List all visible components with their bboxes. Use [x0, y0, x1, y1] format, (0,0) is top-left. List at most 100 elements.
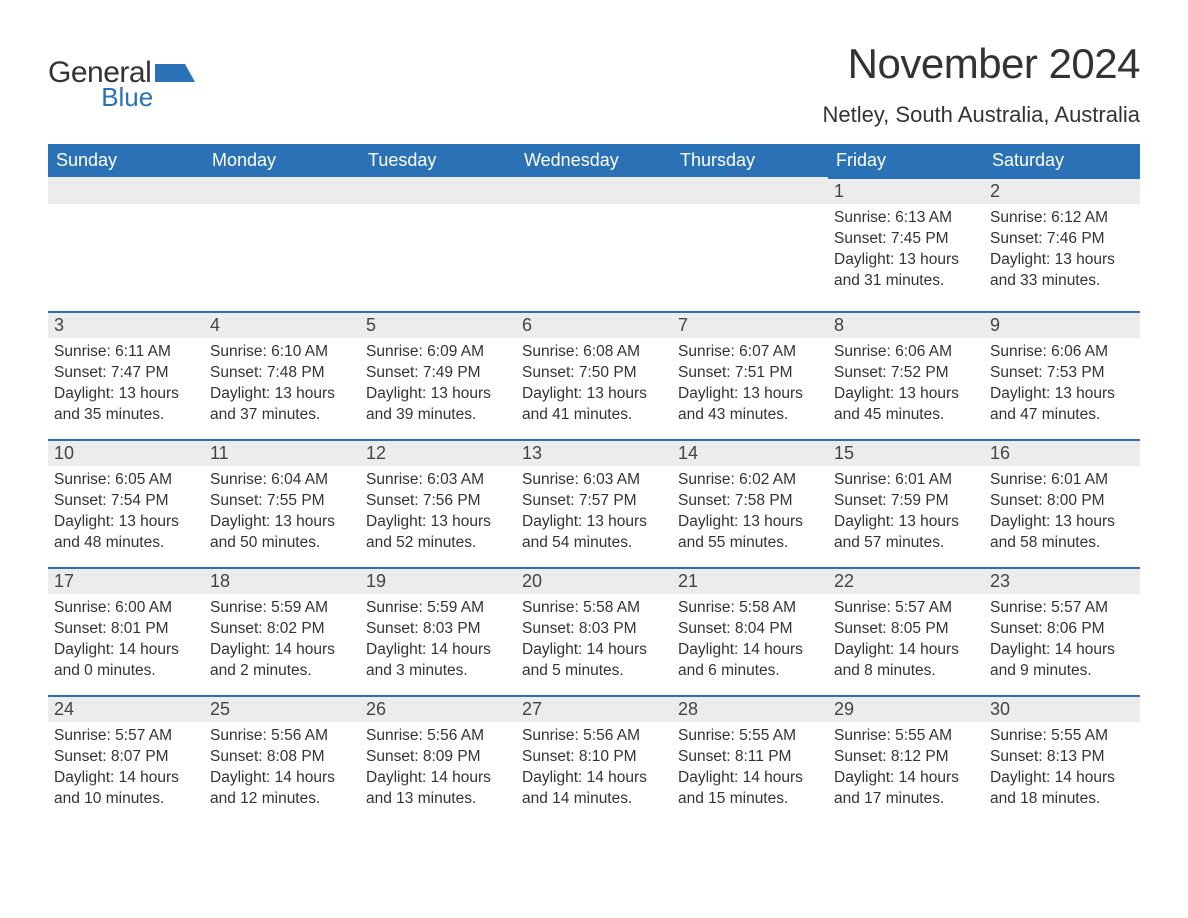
- calendar-cell: 12Sunrise: 6:03 AMSunset: 7:56 PMDayligh…: [360, 439, 516, 567]
- day-body: Sunrise: 6:13 AMSunset: 7:45 PMDaylight:…: [828, 204, 984, 296]
- sunset-line: Sunset: 7:58 PM: [678, 491, 822, 512]
- daylight-line: Daylight: 13 hours and 52 minutes.: [366, 512, 510, 554]
- daylight-line: Daylight: 13 hours and 33 minutes.: [990, 250, 1134, 292]
- sunset-line: Sunset: 8:00 PM: [990, 491, 1134, 512]
- day-number: 20: [516, 567, 672, 594]
- calendar-week: 10Sunrise: 6:05 AMSunset: 7:54 PMDayligh…: [48, 439, 1140, 567]
- day-body: Sunrise: 5:56 AMSunset: 8:08 PMDaylight:…: [204, 722, 360, 814]
- daylight-line: Daylight: 14 hours and 14 minutes.: [522, 768, 666, 810]
- day-number: 5: [360, 311, 516, 338]
- daylight-line: Daylight: 13 hours and 57 minutes.: [834, 512, 978, 554]
- sunrise-line: Sunrise: 6:10 AM: [210, 342, 354, 363]
- sunset-line: Sunset: 8:12 PM: [834, 747, 978, 768]
- day-number: 29: [828, 695, 984, 722]
- weekday-header: Thursday: [672, 144, 828, 177]
- day-body: Sunrise: 6:00 AMSunset: 8:01 PMDaylight:…: [48, 594, 204, 686]
- day-number: 18: [204, 567, 360, 594]
- day-number: [204, 177, 360, 204]
- day-body: Sunrise: 6:06 AMSunset: 7:53 PMDaylight:…: [984, 338, 1140, 430]
- day-body: Sunrise: 5:59 AMSunset: 8:03 PMDaylight:…: [360, 594, 516, 686]
- day-body: Sunrise: 6:02 AMSunset: 7:58 PMDaylight:…: [672, 466, 828, 558]
- day-number: 3: [48, 311, 204, 338]
- sunrise-line: Sunrise: 6:02 AM: [678, 470, 822, 491]
- sunset-line: Sunset: 8:07 PM: [54, 747, 198, 768]
- calendar-cell: 13Sunrise: 6:03 AMSunset: 7:57 PMDayligh…: [516, 439, 672, 567]
- day-number: 9: [984, 311, 1140, 338]
- day-body: Sunrise: 6:04 AMSunset: 7:55 PMDaylight:…: [204, 466, 360, 558]
- day-number: 4: [204, 311, 360, 338]
- sunrise-line: Sunrise: 5:56 AM: [366, 726, 510, 747]
- calendar-week: 3Sunrise: 6:11 AMSunset: 7:47 PMDaylight…: [48, 311, 1140, 439]
- sunset-line: Sunset: 7:49 PM: [366, 363, 510, 384]
- header: General Blue November 2024 Netley, South…: [48, 40, 1140, 138]
- day-number: 22: [828, 567, 984, 594]
- day-number: 30: [984, 695, 1140, 722]
- sunrise-line: Sunrise: 5:59 AM: [210, 598, 354, 619]
- sunrise-line: Sunrise: 6:11 AM: [54, 342, 198, 363]
- sunrise-line: Sunrise: 5:57 AM: [834, 598, 978, 619]
- calendar-cell: 1Sunrise: 6:13 AMSunset: 7:45 PMDaylight…: [828, 177, 984, 311]
- sunset-line: Sunset: 7:46 PM: [990, 229, 1134, 250]
- daylight-line: Daylight: 14 hours and 12 minutes.: [210, 768, 354, 810]
- location: Netley, South Australia, Australia: [822, 102, 1140, 128]
- daylight-line: Daylight: 13 hours and 37 minutes.: [210, 384, 354, 426]
- day-number: 13: [516, 439, 672, 466]
- sunrise-line: Sunrise: 6:08 AM: [522, 342, 666, 363]
- day-number: 1: [828, 177, 984, 204]
- sunset-line: Sunset: 8:10 PM: [522, 747, 666, 768]
- daylight-line: Daylight: 13 hours and 31 minutes.: [834, 250, 978, 292]
- day-number: 25: [204, 695, 360, 722]
- brand-blue: Blue: [101, 84, 153, 110]
- weekday-header: Tuesday: [360, 144, 516, 177]
- weekday-header: Sunday: [48, 144, 204, 177]
- calendar-head: SundayMondayTuesdayWednesdayThursdayFrid…: [48, 144, 1140, 177]
- calendar-cell: 23Sunrise: 5:57 AMSunset: 8:06 PMDayligh…: [984, 567, 1140, 695]
- sunrise-line: Sunrise: 5:59 AM: [366, 598, 510, 619]
- calendar-cell: 2Sunrise: 6:12 AMSunset: 7:46 PMDaylight…: [984, 177, 1140, 311]
- day-body: Sunrise: 5:56 AMSunset: 8:10 PMDaylight:…: [516, 722, 672, 814]
- calendar-cell: 30Sunrise: 5:55 AMSunset: 8:13 PMDayligh…: [984, 695, 1140, 823]
- sunset-line: Sunset: 8:03 PM: [366, 619, 510, 640]
- day-number: 23: [984, 567, 1140, 594]
- day-body: Sunrise: 6:03 AMSunset: 7:57 PMDaylight:…: [516, 466, 672, 558]
- day-number: 27: [516, 695, 672, 722]
- sunset-line: Sunset: 8:01 PM: [54, 619, 198, 640]
- day-body: Sunrise: 5:58 AMSunset: 8:03 PMDaylight:…: [516, 594, 672, 686]
- sunrise-line: Sunrise: 6:13 AM: [834, 208, 978, 229]
- daylight-line: Daylight: 13 hours and 50 minutes.: [210, 512, 354, 554]
- calendar-cell: 8Sunrise: 6:06 AMSunset: 7:52 PMDaylight…: [828, 311, 984, 439]
- daylight-line: Daylight: 13 hours and 41 minutes.: [522, 384, 666, 426]
- sunrise-line: Sunrise: 5:56 AM: [522, 726, 666, 747]
- calendar-cell: 16Sunrise: 6:01 AMSunset: 8:00 PMDayligh…: [984, 439, 1140, 567]
- day-body: Sunrise: 6:09 AMSunset: 7:49 PMDaylight:…: [360, 338, 516, 430]
- calendar-cell: 26Sunrise: 5:56 AMSunset: 8:09 PMDayligh…: [360, 695, 516, 823]
- daylight-line: Daylight: 14 hours and 17 minutes.: [834, 768, 978, 810]
- sunrise-line: Sunrise: 6:12 AM: [990, 208, 1134, 229]
- daylight-line: Daylight: 14 hours and 10 minutes.: [54, 768, 198, 810]
- sunrise-line: Sunrise: 6:06 AM: [834, 342, 978, 363]
- day-number: [516, 177, 672, 204]
- day-number: 7: [672, 311, 828, 338]
- sunset-line: Sunset: 8:09 PM: [366, 747, 510, 768]
- daylight-line: Daylight: 14 hours and 0 minutes.: [54, 640, 198, 682]
- sunrise-line: Sunrise: 6:09 AM: [366, 342, 510, 363]
- sunrise-line: Sunrise: 5:55 AM: [678, 726, 822, 747]
- brand-mark-icon: [155, 64, 195, 90]
- sunrise-line: Sunrise: 6:01 AM: [834, 470, 978, 491]
- sunrise-line: Sunrise: 6:05 AM: [54, 470, 198, 491]
- day-number: 17: [48, 567, 204, 594]
- day-body: Sunrise: 5:55 AMSunset: 8:11 PMDaylight:…: [672, 722, 828, 814]
- day-number: 26: [360, 695, 516, 722]
- calendar-table: SundayMondayTuesdayWednesdayThursdayFrid…: [48, 144, 1140, 823]
- day-number: 21: [672, 567, 828, 594]
- day-body: [48, 204, 204, 212]
- calendar-cell: [516, 177, 672, 311]
- day-body: Sunrise: 5:57 AMSunset: 8:05 PMDaylight:…: [828, 594, 984, 686]
- sunset-line: Sunset: 8:04 PM: [678, 619, 822, 640]
- day-body: Sunrise: 6:12 AMSunset: 7:46 PMDaylight:…: [984, 204, 1140, 296]
- sunset-line: Sunset: 7:52 PM: [834, 363, 978, 384]
- sunset-line: Sunset: 7:57 PM: [522, 491, 666, 512]
- daylight-line: Daylight: 13 hours and 35 minutes.: [54, 384, 198, 426]
- day-number: 16: [984, 439, 1140, 466]
- weekday-header: Monday: [204, 144, 360, 177]
